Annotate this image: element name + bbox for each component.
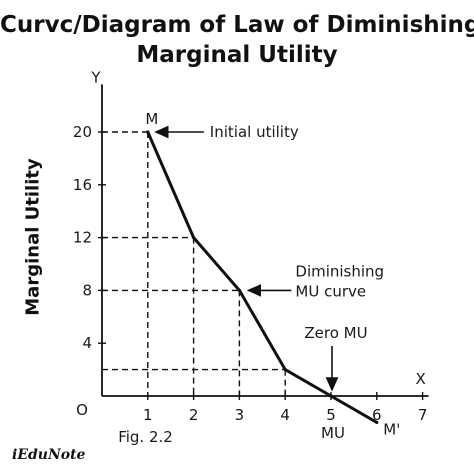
y-tick-label: 20	[73, 123, 92, 141]
point-label-m: M	[145, 110, 158, 128]
title-line-1: Curvc/Diagram of Law of Diminishing	[0, 12, 474, 38]
x-tick-label: 5	[326, 406, 336, 424]
diminishing-mu-label-line: Diminishing	[295, 262, 384, 280]
y-axis-letter: Y	[90, 68, 101, 86]
y-tick-label: 4	[82, 334, 92, 352]
figure-label: Fig. 2.2	[118, 428, 173, 446]
x-tick-label: 3	[235, 406, 245, 424]
mu-curve-point	[237, 288, 241, 292]
initial-utility-label: Initial utility	[210, 123, 299, 141]
mu-curve-point	[283, 368, 287, 372]
mu-curve-point	[192, 236, 196, 240]
zero-mu-label: Zero MU	[304, 324, 367, 342]
title-line-2: Marginal Utility	[136, 42, 338, 68]
x-tick-label: 6	[372, 406, 382, 424]
origin-label: O	[76, 401, 88, 419]
brand-logo: iEduNote	[12, 447, 86, 463]
x-tick-label: 4	[280, 406, 290, 424]
x-axis-letter: X	[415, 370, 425, 388]
diminishing-mu-label: Diminishing MU curve	[295, 262, 384, 300]
point-label-m-prime: M'	[383, 420, 400, 438]
chart-title: Curvc/Diagram of Law of Diminishing Marg…	[0, 10, 474, 70]
diminishing-mu-label-line: MU curve	[295, 282, 366, 300]
mu-axis-label: MU	[321, 424, 345, 442]
x-tick-label: 2	[189, 406, 199, 424]
mu-curve-point	[146, 130, 150, 134]
y-tick-label: 16	[73, 176, 92, 194]
x-tick-label: 1	[143, 406, 153, 424]
x-tick-label: 7	[418, 406, 428, 424]
mu-curve-line	[146, 131, 378, 424]
y-tick-label: 8	[82, 281, 92, 299]
mu-curve-point	[375, 420, 379, 424]
mu-curve-point	[329, 394, 333, 398]
y-tick-label: 12	[73, 229, 92, 247]
